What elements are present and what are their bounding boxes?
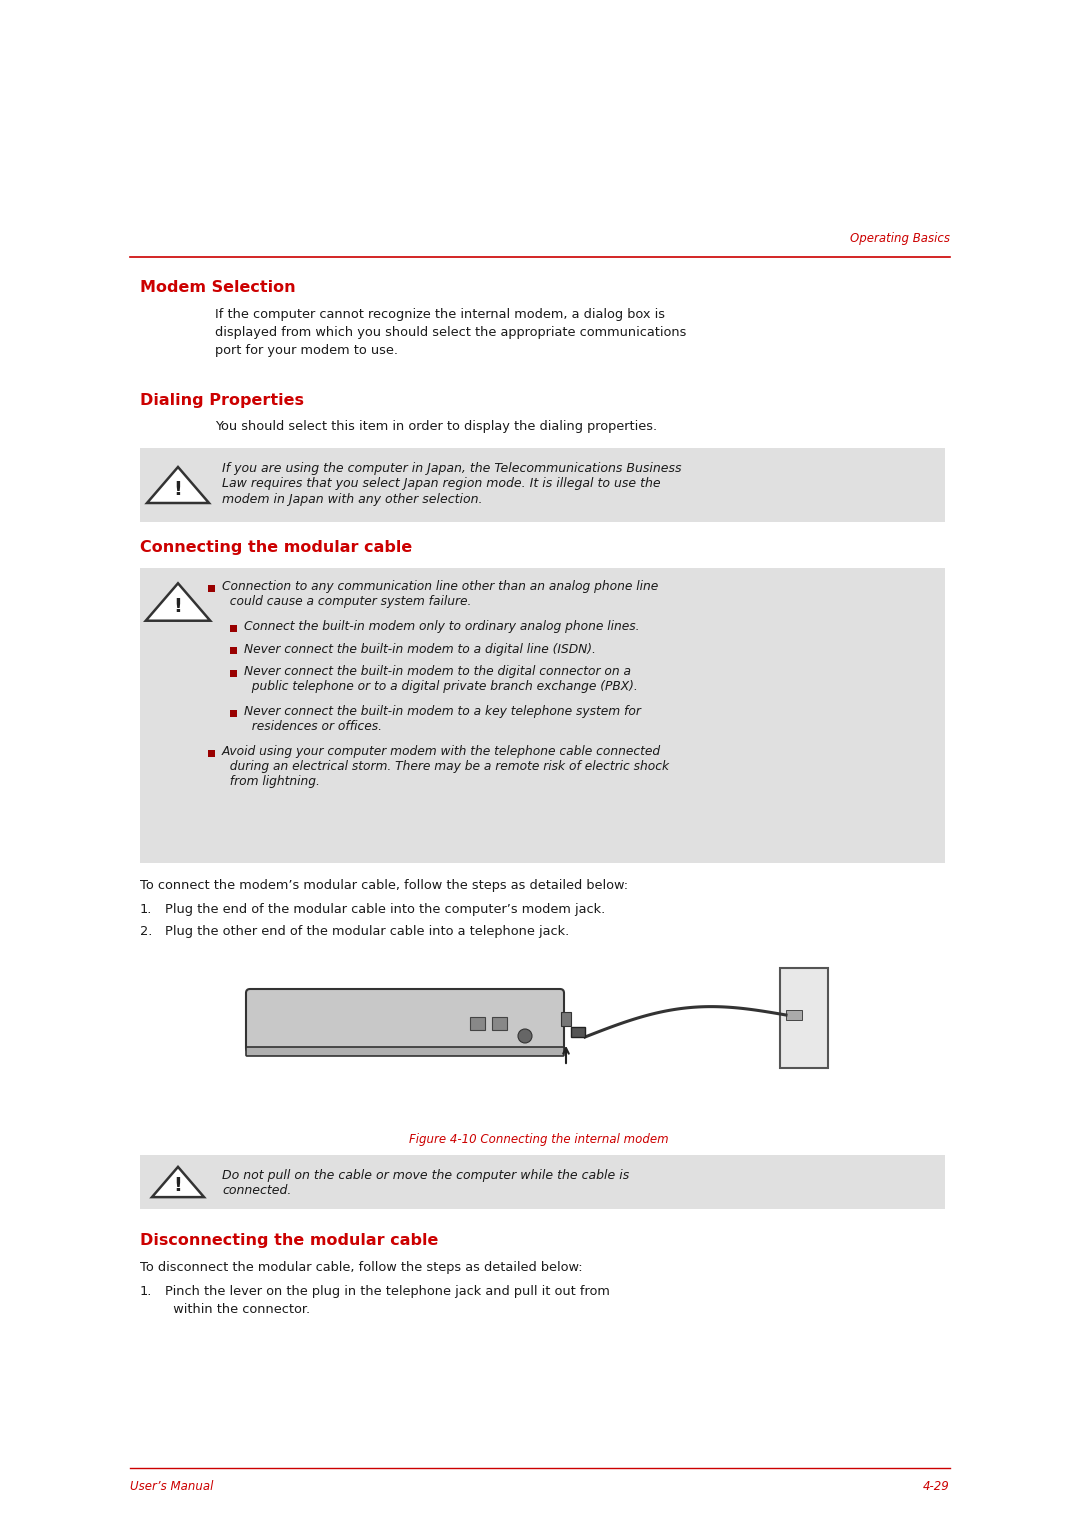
Text: modem in Japan with any other selection.: modem in Japan with any other selection. [222, 494, 483, 506]
Text: To connect the modem’s modular cable, follow the steps as detailed below:: To connect the modem’s modular cable, fo… [140, 879, 629, 892]
Text: Disconnecting the modular cable: Disconnecting the modular cable [140, 1233, 438, 1248]
Text: Connecting the modular cable: Connecting the modular cable [140, 539, 413, 555]
Text: Connection to any communication line other than an analog phone line
  could cau: Connection to any communication line oth… [222, 581, 658, 608]
Text: Dialing Properties: Dialing Properties [140, 393, 303, 408]
Text: !: ! [174, 480, 183, 498]
Bar [140, 1155, 945, 1209]
Text: You should select this item in order to display the dialing properties.: You should select this item in order to … [215, 420, 657, 432]
Bar [470, 1018, 485, 1030]
Bar [786, 1010, 802, 1021]
Text: Never connect the built-in modem to the digital connector on a
  public telephon: Never connect the built-in modem to the … [244, 665, 638, 694]
Text: Never connect the built-in modem to a digital line (ISDN).: Never connect the built-in modem to a di… [244, 642, 596, 656]
Text: Figure 4-10 Connecting the internal modem: Figure 4-10 Connecting the internal mode… [409, 1132, 669, 1146]
FancyBboxPatch shape [246, 1047, 564, 1056]
Polygon shape [152, 1167, 204, 1196]
Bar [571, 1027, 585, 1038]
Bar [230, 646, 237, 654]
Text: If the computer cannot recognize the internal modem, a dialog box is
displayed f: If the computer cannot recognize the int… [215, 309, 687, 358]
Circle shape [518, 1028, 532, 1044]
Bar [230, 625, 237, 631]
Ellipse shape [171, 1192, 185, 1196]
Text: Do not pull on the cable or move the computer while the cable is: Do not pull on the cable or move the com… [222, 1169, 630, 1183]
Text: Avoid using your computer modem with the telephone cable connected
  during an e: Avoid using your computer modem with the… [222, 746, 670, 788]
Bar [140, 448, 945, 523]
Bar [140, 568, 945, 863]
Text: User’s Manual: User’s Manual [130, 1481, 214, 1493]
Bar [208, 585, 215, 591]
Text: Modem Selection: Modem Selection [140, 280, 296, 295]
Bar [780, 969, 828, 1068]
Text: !: ! [174, 1177, 183, 1195]
Text: Connect the built-in modem only to ordinary analog phone lines.: Connect the built-in modem only to ordin… [244, 620, 639, 633]
Polygon shape [147, 468, 210, 503]
Text: 1.: 1. [140, 903, 152, 915]
FancyBboxPatch shape [246, 989, 564, 1051]
Text: Plug the other end of the modular cable into a telephone jack.: Plug the other end of the modular cable … [165, 924, 569, 938]
Ellipse shape [170, 614, 187, 620]
Text: Pinch the lever on the plug in the telephone jack and pull it out from
  within : Pinch the lever on the plug in the telep… [165, 1285, 610, 1316]
Text: Operating Basics: Operating Basics [850, 232, 950, 244]
Bar [230, 669, 237, 677]
Text: connected.: connected. [222, 1184, 292, 1198]
Ellipse shape [170, 497, 187, 503]
Text: 2.: 2. [140, 924, 152, 938]
Text: Law requires that you select Japan region mode. It is illegal to use the: Law requires that you select Japan regio… [222, 477, 661, 490]
Text: 1.: 1. [140, 1285, 152, 1297]
Polygon shape [146, 584, 211, 620]
Text: Plug the end of the modular cable into the computer’s modem jack.: Plug the end of the modular cable into t… [165, 903, 605, 915]
Text: If you are using the computer in Japan, the Telecommunications Business: If you are using the computer in Japan, … [222, 461, 681, 475]
Bar [492, 1018, 507, 1030]
Text: To disconnect the modular cable, follow the steps as detailed below:: To disconnect the modular cable, follow … [140, 1261, 582, 1274]
Bar [561, 1012, 571, 1025]
Text: !: ! [174, 597, 183, 616]
Bar [208, 750, 215, 756]
Text: Never connect the built-in modem to a key telephone system for
  residences or o: Never connect the built-in modem to a ke… [244, 704, 640, 733]
Bar [230, 709, 237, 717]
Text: 4-29: 4-29 [923, 1481, 950, 1493]
